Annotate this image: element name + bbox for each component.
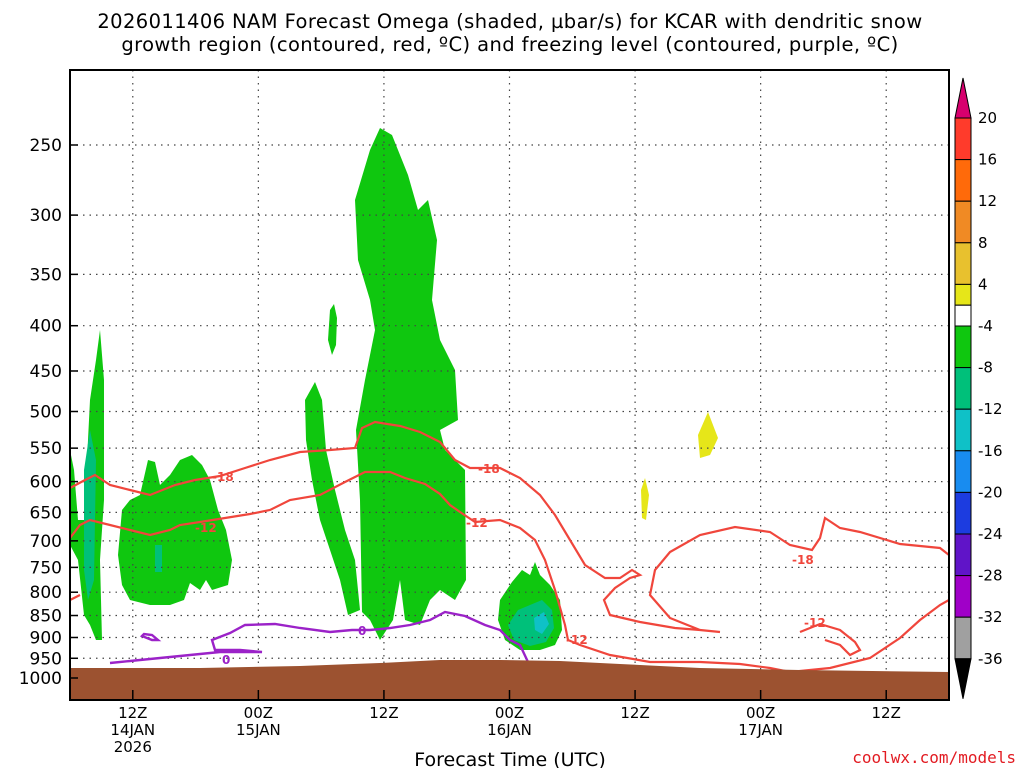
y-tick-label: 400: [30, 317, 62, 337]
y-tick-label: 450: [30, 362, 62, 382]
omega-region-small-blob: [328, 304, 337, 355]
dgz-contours: [70, 420, 949, 674]
x-tick-label: 17JAN: [738, 721, 783, 739]
colorbar-label: -12: [978, 400, 1003, 418]
dgz-contour-minus18-top: [70, 594, 81, 601]
colorbar-label: -16: [978, 442, 1003, 460]
colorbar-bin: [954, 117, 972, 161]
y-tick-label: 500: [30, 403, 62, 423]
x-tick-label: 12Z: [620, 704, 649, 722]
x-tick-label: 15JAN: [236, 721, 281, 739]
colorbar-bin: [954, 325, 972, 369]
contour-labels: -18 -12 -18 -12 -18 -12 -12 0 0: [195, 462, 826, 667]
y-tick-label: 550: [30, 439, 62, 459]
colorbar-label: 8: [978, 234, 988, 252]
colorbar-bin: [954, 242, 972, 285]
colorbar-label: -36: [978, 650, 1003, 668]
y-tick-label: 800: [30, 583, 62, 603]
omega-region-left-teal2: [155, 545, 162, 572]
x-tick-label: 00Z: [746, 704, 775, 722]
x-tick-label: 12Z: [872, 704, 901, 722]
contour-label-red: -12: [466, 516, 488, 530]
colorbar-bin: [954, 575, 972, 618]
y-tick-label: 850: [30, 607, 62, 627]
freezing-contour-0-b: [139, 632, 162, 642]
x-tick-label: 14JAN: [110, 721, 155, 739]
omega-region-central-left: [305, 382, 360, 615]
omega-region-low-cell-teal: [508, 600, 554, 646]
omega-region-positive-2: [641, 478, 649, 520]
contour-label-purple: 0: [358, 624, 366, 638]
colorbar-label: 16: [978, 151, 997, 169]
colorbar-bin: [954, 450, 972, 493]
grid-lines: [70, 70, 949, 700]
colorbar-bin: [954, 533, 972, 577]
y-tick-label: 300: [30, 206, 62, 226]
y-tick-label: 1000: [19, 669, 62, 689]
x-tick-label: 12Z: [369, 704, 398, 722]
omega-region-central-plume: [355, 128, 466, 640]
omega-region-positive-1: [698, 412, 718, 458]
colorbar-bin: [954, 367, 972, 410]
y-tick-label: 750: [30, 558, 62, 578]
x-tick-label: 12Z: [118, 704, 147, 722]
dgz-contour-minus12-b: [799, 622, 862, 657]
chart-title-line1: 2026011406 NAM Forecast Omega (shaded, µ…: [97, 10, 922, 33]
colorbar-bin: [954, 616, 972, 660]
colorbar: 20 16 12 8 4 -4 -8 -12 -16 -20 -24 -28 -32 -36: [954, 77, 1003, 699]
dgz-contour-minus12: [70, 470, 949, 674]
colorbar-label: 4: [978, 275, 988, 293]
y-tick-label: 250: [30, 136, 62, 156]
colorbar-label: -24: [978, 525, 1003, 543]
contour-label-red: -18: [478, 462, 500, 476]
x-axis-label: Forecast Time (UTC): [414, 749, 605, 768]
chart-title-line2: growth region (contoured, red, ºC) and f…: [121, 33, 898, 56]
colorbar-label: 12: [978, 192, 997, 210]
colorbar-bin: [954, 159, 972, 202]
contour-label-red: -12: [566, 633, 588, 647]
y-tick-label: 950: [30, 649, 62, 669]
terrain: [70, 660, 949, 700]
freezing-contours: [109, 610, 530, 665]
colorbar-bin: [954, 304, 972, 327]
colorbar-bin: [954, 200, 972, 244]
y-tick-label: 650: [30, 503, 62, 523]
colorbar-label: -32: [978, 608, 1003, 626]
colorbar-bin: [954, 408, 972, 452]
y-tick-label: 350: [30, 265, 62, 285]
colorbar-label: -20: [978, 483, 1003, 501]
x-tick-label: 2026: [114, 738, 152, 756]
contour-label-purple: 0: [222, 653, 230, 667]
omega-region-low-cell-cyan: [534, 612, 549, 634]
y-axis: 2503003504004505005506006507007508008509…: [19, 136, 78, 689]
colorbar-triangle-bottom: [954, 658, 972, 699]
y-tick-label: 700: [30, 532, 62, 552]
y-tick-label: 900: [30, 628, 62, 648]
credit-text: coolwx.com/models: [852, 748, 1016, 767]
omega-region-left-wide: [118, 455, 232, 605]
x-tick-label: 16JAN: [487, 721, 532, 739]
colorbar-triangle-top: [954, 77, 972, 119]
omega-shading: [70, 128, 718, 650]
x-tick-label: 00Z: [244, 704, 273, 722]
contour-label-red: -12: [804, 616, 826, 630]
x-tick-label: 00Z: [495, 704, 524, 722]
y-tick-label: 600: [30, 473, 62, 493]
omega-region-left-teal: [84, 430, 96, 600]
colorbar-bin: [954, 491, 972, 535]
colorbar-label: -4: [978, 317, 993, 335]
contour-label-red: -18: [792, 553, 814, 567]
colorbar-label: -28: [978, 567, 1003, 585]
freezing-contour-0-a: [109, 610, 530, 665]
dgz-contour-minus18: [70, 420, 949, 634]
colorbar-bin: [954, 283, 972, 306]
colorbar-label: -8: [978, 359, 993, 377]
contour-label-red: -18: [212, 470, 234, 484]
colorbar-label: 20: [978, 109, 997, 127]
contour-label-red: -12: [195, 521, 217, 535]
